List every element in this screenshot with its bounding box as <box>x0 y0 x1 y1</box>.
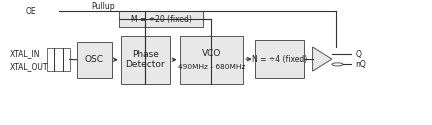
FancyBboxPatch shape <box>119 12 203 27</box>
Polygon shape <box>313 47 332 71</box>
Text: XTAL_IN: XTAL_IN <box>10 49 41 58</box>
FancyBboxPatch shape <box>121 36 170 84</box>
Text: Pullup: Pullup <box>92 2 115 11</box>
FancyBboxPatch shape <box>76 42 112 78</box>
FancyBboxPatch shape <box>180 36 243 84</box>
Text: M = ÷20 (fixed): M = ÷20 (fixed) <box>131 15 192 24</box>
Text: Phase
Detector: Phase Detector <box>126 50 165 69</box>
Text: Q: Q <box>356 50 362 59</box>
Text: XTAL_OUT: XTAL_OUT <box>10 62 48 71</box>
Circle shape <box>332 63 343 66</box>
Text: N = ÷4 (fixed): N = ÷4 (fixed) <box>252 55 307 64</box>
Text: OSC: OSC <box>85 55 104 64</box>
Text: 490MHz - 680MHz: 490MHz - 680MHz <box>178 64 245 70</box>
Text: OE: OE <box>26 7 37 16</box>
Text: nQ: nQ <box>356 60 366 69</box>
Text: VCO: VCO <box>202 49 221 58</box>
FancyBboxPatch shape <box>254 40 304 78</box>
Bar <box>48 48 70 70</box>
